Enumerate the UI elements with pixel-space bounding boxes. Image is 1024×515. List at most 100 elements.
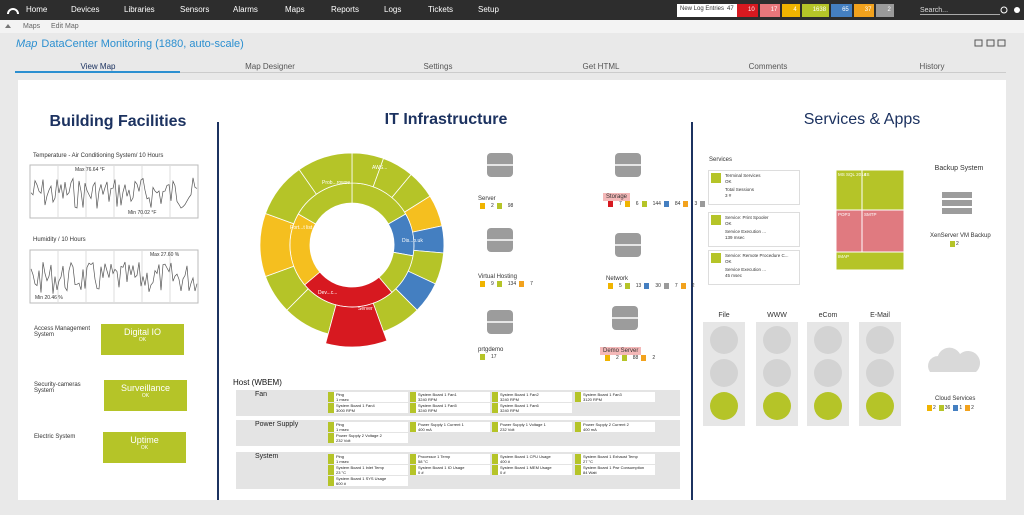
tab[interactable]: Settings bbox=[423, 62, 453, 71]
tab[interactable]: View Map bbox=[80, 62, 116, 71]
count-chip[interactable]: 84 bbox=[663, 201, 682, 207]
count-chip[interactable]: 134 bbox=[496, 281, 517, 287]
nav-item[interactable]: Logs bbox=[384, 5, 402, 14]
status-badge[interactable]: 10 bbox=[737, 4, 758, 17]
count-chip[interactable]: 36 bbox=[938, 405, 952, 411]
sensor-cell[interactable]: System Board 1 CPU Usage 400 # bbox=[492, 454, 572, 464]
device-label[interactable]: Network bbox=[606, 276, 629, 282]
device-label[interactable]: Storage bbox=[603, 193, 631, 201]
count-chip[interactable]: 7 bbox=[519, 281, 534, 287]
nav-item[interactable]: Maps bbox=[285, 5, 305, 14]
lamp bbox=[866, 359, 894, 387]
status-badge[interactable]: 37 bbox=[853, 4, 875, 17]
nav-item[interactable]: Libraries bbox=[124, 5, 155, 14]
count-chip[interactable]: 1 bbox=[953, 405, 963, 411]
sensor-cell[interactable]: System Board 1 Fan6 3240 RPM bbox=[492, 403, 572, 413]
status-box[interactable]: Surveillance OK bbox=[104, 380, 187, 411]
sensor-cell[interactable]: System Board 1 MEM Usage 0 # bbox=[492, 465, 572, 475]
tab[interactable]: History bbox=[919, 62, 945, 71]
sensor-cell[interactable]: Ping 1 msec bbox=[328, 454, 408, 464]
count-chip[interactable]: 144 bbox=[641, 201, 662, 207]
count-chip[interactable]: 7 bbox=[663, 283, 679, 289]
sensor-cell[interactable]: Power Supply 2 Current 2 400 mA bbox=[575, 422, 655, 432]
sensor-cell[interactable]: System Board 1 Pwr Consumption 84 Watt bbox=[575, 465, 655, 475]
breadcrumb-item[interactable]: Maps bbox=[23, 23, 41, 30]
count-chip[interactable]: 13 bbox=[624, 283, 643, 289]
count-chip[interactable]: 2 bbox=[927, 405, 937, 411]
sensor-cell[interactable]: System Board 1 Fan1 3240 RPM bbox=[410, 392, 490, 402]
tab[interactable]: Comments bbox=[748, 62, 788, 71]
sensor-cell[interactable]: Ping 1 msec bbox=[328, 392, 408, 402]
sensor-cell[interactable]: Ping 1 msec bbox=[328, 422, 408, 432]
lamp bbox=[763, 359, 791, 387]
nav-item[interactable]: Devices bbox=[71, 5, 100, 14]
count-chip[interactable]: 9 bbox=[480, 281, 495, 287]
sensor-cell[interactable]: System Board 1 Exhaust Temp 27 °C bbox=[575, 454, 655, 464]
service-tile[interactable]: Service: Print Spooler OK Service Executio… bbox=[708, 212, 800, 247]
nav-item[interactable]: Tickets bbox=[428, 5, 454, 14]
count-chip[interactable]: 6 bbox=[624, 201, 640, 207]
count-chip[interactable]: 2 bbox=[965, 405, 975, 411]
service-tile[interactable]: Terminal Services OK Total Sessions 3 # bbox=[708, 170, 800, 205]
light-label[interactable]: File bbox=[718, 312, 730, 319]
device-label[interactable]: Demo Server bbox=[600, 347, 642, 355]
status-badge[interactable]: 1638 bbox=[801, 4, 830, 17]
count-chip[interactable]: 88 bbox=[621, 355, 640, 361]
sensor-value: 1 msec bbox=[336, 459, 349, 464]
count-chip[interactable]: 7 bbox=[608, 201, 623, 207]
status-badge[interactable]: 2 bbox=[876, 4, 894, 17]
nav-item[interactable]: Home bbox=[26, 5, 48, 14]
count-chip[interactable]: 2 bbox=[480, 203, 495, 209]
lamp bbox=[866, 392, 894, 420]
sensor-cell[interactable]: System Board 1 Fan5 3240 RPM bbox=[410, 403, 490, 413]
sensor-value: 27 °C bbox=[583, 459, 594, 464]
sensor-cell[interactable]: System Board 1 Fan2 3240 RPM bbox=[492, 392, 572, 402]
count-chip[interactable]: 2 bbox=[680, 283, 696, 289]
backup-count[interactable]: 2 bbox=[950, 241, 959, 247]
group-name: System bbox=[255, 453, 279, 460]
status-badge[interactable]: 4 bbox=[782, 4, 800, 17]
breadcrumb-item[interactable]: Edit Map bbox=[51, 23, 79, 30]
sensor-cell[interactable]: System Board 1 Fan3 3120 RPM bbox=[575, 392, 655, 402]
status-badge[interactable]: 17 bbox=[759, 4, 781, 17]
status-box[interactable]: Uptime OK bbox=[103, 432, 186, 463]
cloud-label[interactable]: Cloud Services bbox=[935, 396, 976, 402]
service-tile[interactable]: Service: Remote Procedure C... OK Service … bbox=[708, 250, 800, 285]
count-chip[interactable]: 17 bbox=[480, 354, 498, 360]
count-chip[interactable]: 2 bbox=[605, 355, 620, 361]
tab[interactable]: Get HTML bbox=[582, 62, 620, 71]
light-label[interactable]: eCom bbox=[818, 312, 838, 319]
sensor-cell[interactable]: System Board 1 Inlet Temp 23 °C bbox=[328, 465, 408, 475]
nav-item[interactable]: Reports bbox=[331, 5, 360, 14]
log-entries[interactable]: New Log Entries 47 bbox=[677, 4, 737, 17]
light-label[interactable]: WWW bbox=[767, 312, 787, 319]
backup-label[interactable]: XenServer VM Backup bbox=[930, 233, 991, 239]
device-label[interactable]: prtgdemo bbox=[478, 347, 504, 353]
sensor-cell[interactable]: System Board 1 SYS Usage 600 # bbox=[328, 476, 408, 486]
nav-item[interactable]: Setup bbox=[478, 5, 499, 14]
device-label[interactable]: Virtual Hosting bbox=[478, 274, 517, 280]
count-chip[interactable]: 30 bbox=[644, 283, 662, 289]
sensor-name: Processor 1 Temp bbox=[418, 454, 451, 459]
count-chip[interactable]: 98 bbox=[496, 203, 515, 209]
server-icon bbox=[942, 208, 972, 214]
sensor-cell[interactable]: Power Supply 1 Current 1 400 mA bbox=[410, 422, 490, 432]
nav-item[interactable]: Alarms bbox=[233, 5, 258, 14]
search[interactable]: Search... bbox=[920, 7, 1000, 15]
host-title[interactable]: Host (WBEM) bbox=[233, 378, 282, 387]
section-title: Services & Apps bbox=[803, 111, 921, 128]
light-label[interactable]: E-Mail bbox=[870, 312, 890, 319]
count-chip[interactable]: 5 bbox=[608, 283, 623, 289]
status-badge[interactable]: 65 bbox=[831, 4, 852, 17]
nav-item[interactable]: Sensors bbox=[180, 5, 210, 14]
status-box[interactable]: Digital IO OK bbox=[101, 324, 184, 355]
sensor-cell[interactable]: System Board 1 IO Usage 0 # bbox=[410, 465, 490, 475]
sensor-cell[interactable]: Power Supply 1 Voltage 1 232 Volt bbox=[492, 422, 572, 432]
tab[interactable]: Map Designer bbox=[245, 62, 295, 71]
count-chip[interactable]: 3 bbox=[683, 201, 698, 207]
device-label[interactable]: Server bbox=[478, 196, 496, 202]
sensor-cell[interactable]: Processor 1 Temp 58 °C bbox=[410, 454, 490, 464]
sensor-cell[interactable]: System Board 1 Fan4 3000 RPM bbox=[328, 403, 408, 413]
sensor-cell[interactable]: Power Supply 2 Voltage 2 232 Volt bbox=[328, 433, 408, 443]
count-chip[interactable]: 2 bbox=[641, 355, 656, 361]
